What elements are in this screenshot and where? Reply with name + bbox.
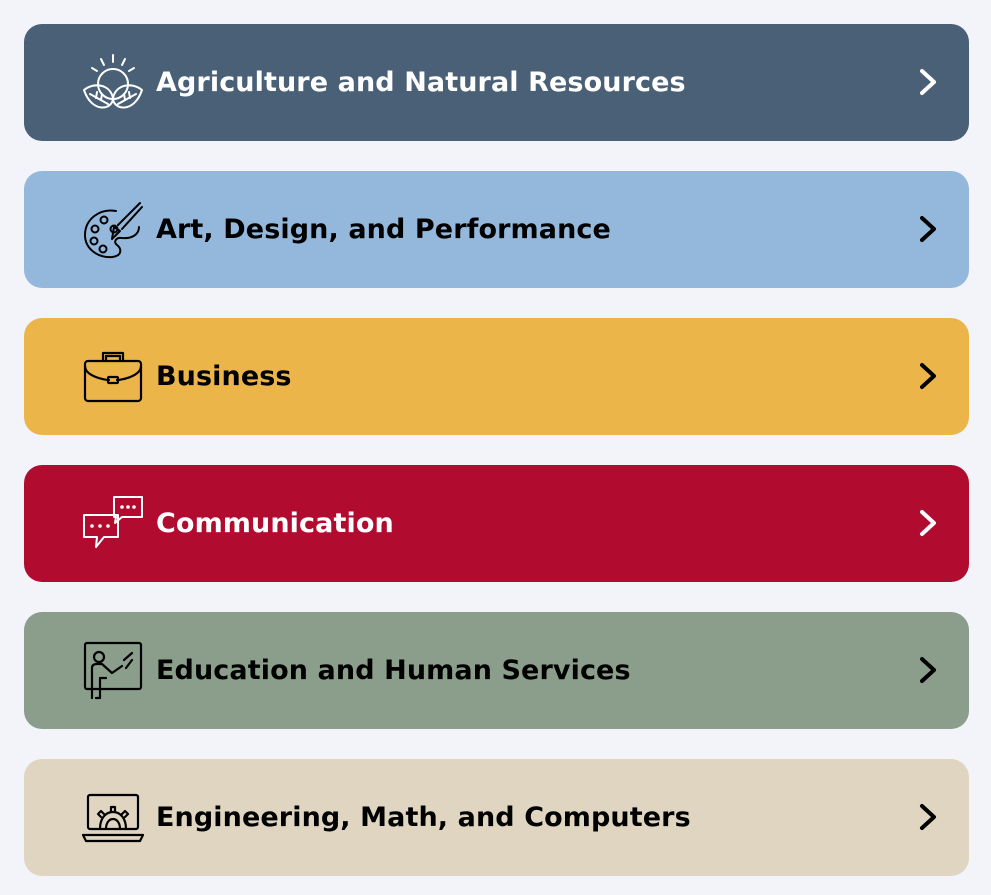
category-label: Art, Design, and Performance: [156, 214, 611, 245]
career-category-list: Agriculture and Natural Resources Art, D…: [24, 24, 969, 876]
category-card-art-design[interactable]: Art, Design, and Performance: [24, 171, 969, 288]
category-label: Engineering, Math, and Computers: [156, 802, 691, 833]
chevron-right-icon: [913, 802, 943, 832]
chevron-right-icon: [913, 67, 943, 97]
chevron-right-icon: [913, 214, 943, 244]
chevron-right-icon: [913, 361, 943, 391]
sun-leaves-icon: [82, 52, 144, 114]
chevron-right-icon: [913, 508, 943, 538]
category-label: Agriculture and Natural Resources: [156, 67, 686, 98]
briefcase-icon: [82, 346, 144, 408]
speech-bubbles-icon: [82, 493, 144, 555]
category-label: Business: [156, 361, 292, 392]
category-card-communication[interactable]: Communication: [24, 465, 969, 582]
category-card-agriculture[interactable]: Agriculture and Natural Resources: [24, 24, 969, 141]
category-label: Education and Human Services: [156, 655, 631, 686]
category-label: Communication: [156, 508, 394, 539]
teacher-board-icon: [82, 640, 144, 702]
category-card-education[interactable]: Education and Human Services: [24, 612, 969, 729]
laptop-gear-icon: [82, 787, 144, 849]
chevron-right-icon: [913, 655, 943, 685]
palette-brush-icon: [82, 199, 144, 261]
category-card-business[interactable]: Business: [24, 318, 969, 435]
category-card-engineering[interactable]: Engineering, Math, and Computers: [24, 759, 969, 876]
